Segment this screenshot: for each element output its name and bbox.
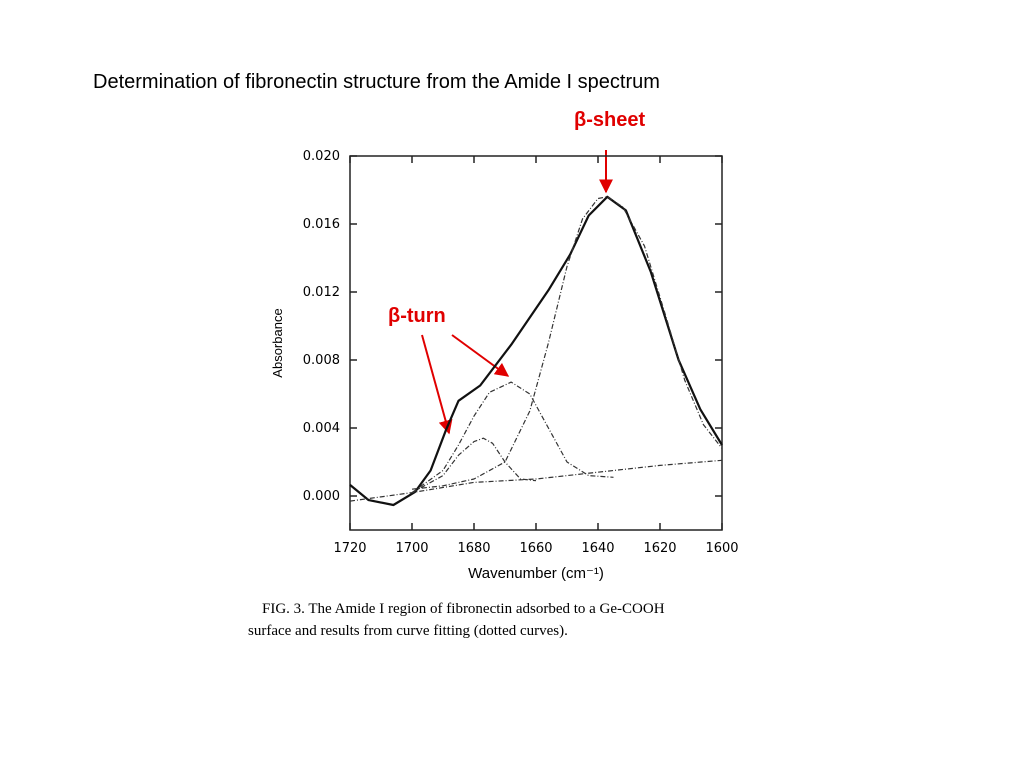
y-axis-label: Absorbance: [270, 308, 285, 377]
plot-frame: [349, 155, 723, 531]
x-tick-label: 1660: [519, 541, 552, 556]
caption: FIG. 3. The Amide I region of fibronecti…: [262, 601, 665, 617]
caption: surface and results from curve fitting (…: [248, 623, 568, 639]
y-tick-label: 0.012: [303, 285, 340, 300]
fit-curve: [411, 381, 614, 494]
fit-curve: [349, 459, 723, 502]
y-tick-label: 0.020: [303, 149, 340, 164]
slide-title: Determination of fibronectin structure f…: [93, 71, 660, 93]
x-tick-label: 1600: [705, 541, 738, 556]
x-tick-label: 1620: [643, 541, 676, 556]
x-tick-label: 1680: [457, 541, 490, 556]
x-tick-label: 1640: [581, 541, 614, 556]
x-axis-label: Wavenumber (cm⁻¹): [468, 565, 604, 582]
x-tick-label: 1720: [333, 541, 366, 556]
annotation: β-sheet: [574, 109, 645, 131]
annotation: β-turn: [388, 305, 446, 327]
arrow: [451, 334, 510, 377]
arrow: [421, 334, 453, 435]
y-tick-label: 0.000: [303, 489, 340, 504]
fit-curve: [411, 437, 537, 494]
spectrum-line: [349, 195, 723, 507]
y-tick-label: 0.004: [303, 421, 340, 436]
x-tick-label: 1700: [395, 541, 428, 556]
y-tick-label: 0.016: [303, 217, 340, 232]
fit-curve: [411, 196, 723, 490]
y-tick-label: 0.008: [303, 353, 340, 368]
